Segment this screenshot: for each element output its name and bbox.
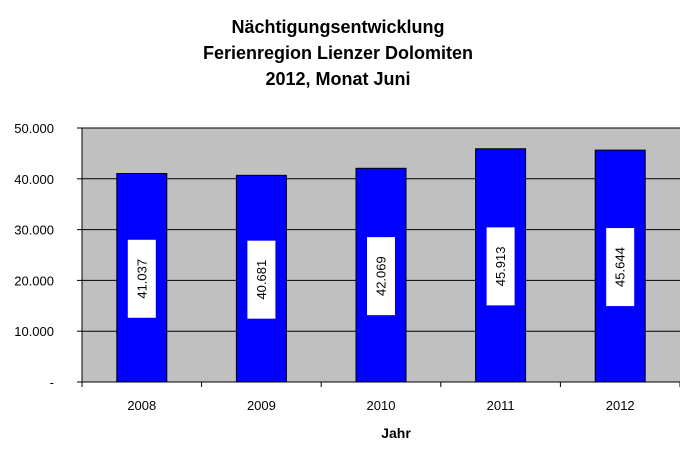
data-label-box xyxy=(486,227,515,306)
data-label: 45.913 xyxy=(493,246,508,286)
bars: 41.037 40.681 42.069 45.913 45.644 xyxy=(116,148,646,383)
x-tick-label: 2011 xyxy=(487,398,515,413)
y-tick-label: 10.000 xyxy=(14,324,54,339)
chart-title-line-3: 2012, Monat Juni xyxy=(265,69,410,89)
data-label: 45.644 xyxy=(613,247,628,287)
chart-title: Nächtigungsentwicklung Ferienregion Lien… xyxy=(203,17,473,89)
y-tick-label: 20.000 xyxy=(14,273,54,288)
y-tick-label: 30.000 xyxy=(14,223,54,238)
y-tick-label: 40.000 xyxy=(14,172,54,187)
chart-title-line-1: Nächtigungsentwicklung xyxy=(231,17,444,37)
data-label: 40.681 xyxy=(254,260,269,300)
y-tick-label: - xyxy=(50,375,54,390)
y-axis: - 10.000 20.000 30.000 40.000 50.000 xyxy=(14,121,83,390)
x-axis: 2008 2009 2010 2011 2012 xyxy=(81,381,680,413)
x-tick-label: 2009 xyxy=(247,398,276,413)
data-label-box xyxy=(127,239,156,318)
data-label-box xyxy=(606,228,635,307)
x-tick-label: 2010 xyxy=(367,398,396,413)
y-tick-label: 50.000 xyxy=(14,121,54,136)
data-label: 41.037 xyxy=(134,259,149,299)
x-tick-label: 2008 xyxy=(127,398,156,413)
data-label-box xyxy=(367,237,395,316)
x-tick-label: 2012 xyxy=(606,398,635,413)
data-label-box xyxy=(247,240,276,319)
chart-title-line-2: Ferienregion Lienzer Dolomiten xyxy=(203,43,473,63)
x-axis-label: Jahr xyxy=(381,425,411,441)
data-label: 42.069 xyxy=(374,256,389,296)
